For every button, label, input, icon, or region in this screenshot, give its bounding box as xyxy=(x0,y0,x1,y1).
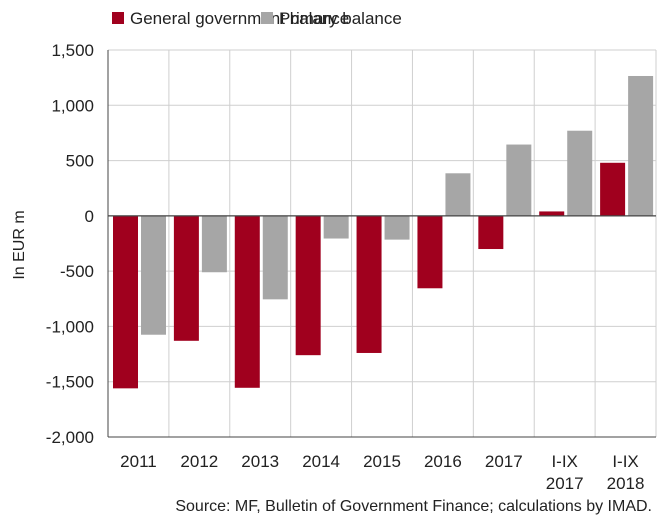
x-axis-tick-labels: 2011 2012 2013 2014 2015 2016 2017 I-IX 2017 I-IX… xyxy=(120,452,644,493)
legend-swatch xyxy=(261,12,273,24)
x-tick-label: 2012 xyxy=(180,452,218,471)
y-tick-label: 0 xyxy=(85,207,94,226)
x-tick-label: 2017 xyxy=(485,452,523,471)
primary-balance-bar xyxy=(201,215,227,273)
chart-axes xyxy=(107,50,656,438)
x-tick-label: 2016 xyxy=(424,452,462,471)
y-tick-label: 1,500 xyxy=(51,41,94,60)
x-tick-label: 2014 xyxy=(302,452,340,471)
legend-swatch xyxy=(112,12,124,24)
general-government-balance-bar xyxy=(173,215,199,341)
legend-label: Primary balance xyxy=(279,9,402,28)
x-tick-label: 2017 xyxy=(546,474,584,493)
primary-balance-bar xyxy=(628,75,654,216)
legend-label: General government balance xyxy=(130,9,349,28)
general-government-balance-bar xyxy=(234,215,260,388)
x-tick-label: 2011 xyxy=(120,452,157,471)
general-government-balance-bar xyxy=(478,215,504,250)
x-tick-label: 2015 xyxy=(363,452,401,471)
primary-balance-bar xyxy=(384,215,410,240)
general-government-balance-bar xyxy=(600,162,626,216)
chart-bars xyxy=(113,75,654,389)
general-government-balance-bar xyxy=(356,215,382,353)
x-tick-label: 2013 xyxy=(241,452,279,471)
y-tick-label: 1,000 xyxy=(51,96,94,115)
general-government-balance-bar xyxy=(295,215,321,356)
primary-balance-bar xyxy=(141,215,166,335)
general-government-balance-bar xyxy=(113,215,138,389)
general-government-balance-bar xyxy=(417,215,443,289)
primary-balance-bar xyxy=(262,215,288,300)
general-government-balance-bar xyxy=(539,211,565,216)
x-tick-label: I-IX xyxy=(612,452,638,471)
y-tick-label: 500 xyxy=(66,152,94,171)
y-tick-label: -2,000 xyxy=(46,428,94,447)
primary-balance-bar xyxy=(323,215,349,239)
y-tick-label: -1,000 xyxy=(46,317,94,336)
source-note: Source: MF, Bulletin of Government Finan… xyxy=(175,498,652,515)
y-tick-label: -500 xyxy=(60,262,94,281)
x-tick-label: 2018 xyxy=(607,474,645,493)
x-tick-label: I-IX xyxy=(551,452,577,471)
primary-balance-bar xyxy=(445,173,471,216)
y-axis-title: In EUR m xyxy=(11,210,28,279)
primary-balance-bar xyxy=(567,130,593,216)
y-axis-tick-labels: -2,000 -1,500 -1,000 -500 0 500 1,000 1,500 xyxy=(46,41,94,447)
y-tick-label: -1,500 xyxy=(46,373,94,392)
primary-balance-bar xyxy=(506,144,532,216)
